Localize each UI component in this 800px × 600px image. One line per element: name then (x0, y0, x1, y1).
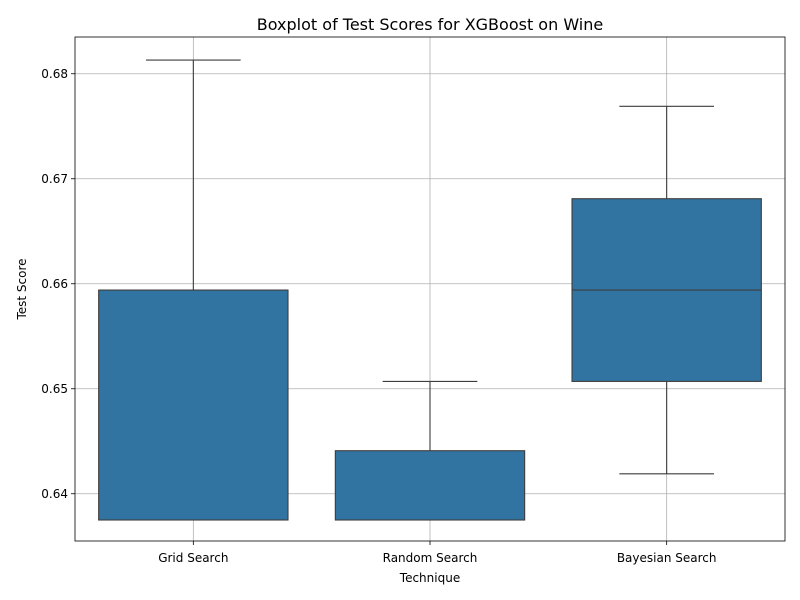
y-tick-label: 0.66 (41, 277, 68, 291)
x-axis: Grid Search Random Search Bayesian Search (158, 541, 716, 565)
box-group (98, 59, 762, 521)
box-grid-search (98, 59, 289, 521)
y-tick-label: 0.64 (41, 487, 68, 501)
y-axis: 0.64 0.65 0.66 0.67 0.68 (41, 67, 75, 501)
x-tick-label: Random Search (383, 551, 478, 565)
iqr-box (98, 289, 289, 521)
box-random-search (334, 380, 526, 521)
y-axis-label: Test Score (15, 258, 29, 320)
chart-title: Boxplot of Test Scores for XGBoost on Wi… (257, 15, 603, 34)
x-tick-label: Grid Search (158, 551, 228, 565)
iqr-box (334, 450, 526, 521)
x-axis-label: Technique (399, 571, 460, 585)
x-tick-label: Bayesian Search (617, 551, 717, 565)
box-bayesian-search (571, 105, 762, 475)
y-tick-label: 0.65 (41, 382, 68, 396)
y-tick-label: 0.68 (41, 67, 68, 81)
y-tick-label: 0.67 (41, 172, 68, 186)
